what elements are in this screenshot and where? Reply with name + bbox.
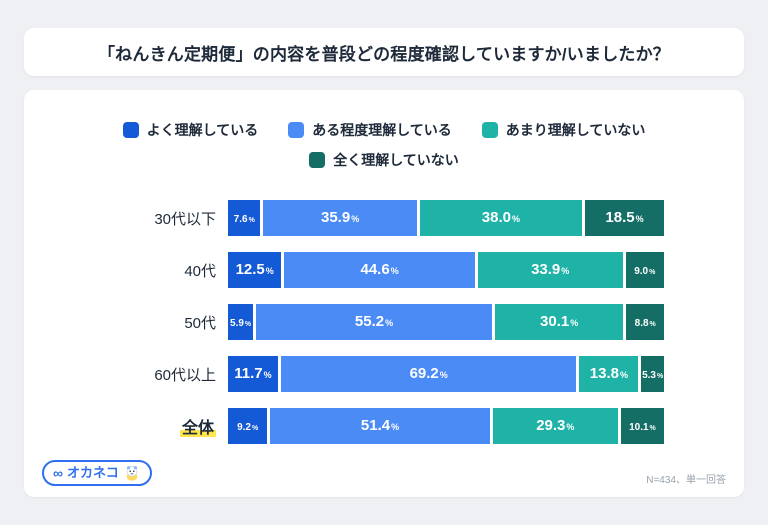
chart-card: よく理解している ある程度理解している あまり理解していない 全く理解していない 3… [24, 90, 744, 497]
sample-note: N=434、単一回答 [646, 475, 726, 486]
segment-value: 13.8% [589, 365, 628, 382]
segment-value: 7.6% [233, 214, 255, 225]
legend-label: あまり理解していない [505, 122, 646, 138]
legend-item: ある程度理解している [288, 120, 452, 140]
segment-value: 8.8% [634, 318, 656, 329]
segment-value: 51.4% [360, 417, 400, 434]
bar-segment: 11.7% [228, 356, 278, 392]
legend-swatch [481, 122, 498, 138]
bar-segment: 9.2% [228, 408, 268, 444]
title-card: 「ねんきん定期便」の内容を普段どの程度確認していますか/いましたか？ [24, 28, 744, 76]
stacked-bar: 9.2% 51.4% 29.3% 10.1% [228, 408, 664, 444]
segment-value: 9.0% [634, 266, 656, 277]
segment-value: 44.6% [360, 261, 399, 278]
legend-label: ある程度理解している [312, 122, 452, 138]
bar-segment: 12.5% [228, 252, 282, 288]
footer: ∞ オカネコ N=434、単一回答 [40, 460, 728, 488]
segment-value: 5.3% [642, 370, 664, 381]
chart-row: 40代 12.5% 44.6% 33.9% 9.0% [40, 252, 664, 288]
chart-row: 全体 9.2% 51.4% 29.3% 10.1% [40, 408, 664, 444]
bar-segment: 10.1% [620, 408, 664, 444]
legend-item: あまり理解していない [481, 120, 646, 140]
bar-segment: 69.2% [280, 356, 577, 392]
row-label: 50代 [184, 314, 216, 332]
brand-logo: ∞ オカネコ [42, 460, 152, 486]
row-label: 60代以上 [154, 366, 216, 384]
legend-row-2: 全く理解していない [40, 150, 728, 170]
legend-label: よく理解している [146, 122, 259, 138]
row-label: 40代 [184, 262, 216, 280]
chart-rows: 30代以下 7.6% 35.9% 38.0% 18.5% 40代 12.5% 44.6% 33.… [40, 200, 728, 460]
row-label: 30代以下 [154, 210, 216, 228]
segment-value: 11.7% [234, 365, 272, 382]
stacked-bar: 12.5% 44.6% 33.9% 9.0% [228, 252, 664, 288]
segment-value: 18.5% [605, 209, 644, 226]
bar-segment: 38.0% [419, 200, 583, 236]
legend-item: 全く理解していない [309, 150, 459, 170]
segment-value: 35.9% [320, 209, 360, 226]
bar-segment: 29.3% [492, 408, 618, 444]
row-label: 全体 [179, 420, 216, 437]
brand-name: オカネコ [66, 465, 119, 481]
segment-value: 12.5% [235, 261, 274, 278]
segment-value: 55.2% [354, 313, 394, 330]
legend-label: 全く理解していない [333, 152, 459, 168]
legend-swatch [288, 122, 305, 138]
bar-segment: 55.2% [256, 304, 492, 340]
bar-segment: 7.6% [228, 200, 261, 236]
bar-segment: 8.8% [626, 304, 664, 340]
segment-value: 10.1% [629, 422, 656, 433]
chart-row: 60代以上 11.7% 69.2% 13.8% 5.3% [40, 356, 664, 392]
chart-title: 「ねんきん定期便」の内容を普段どの程度確認していますか/いましたか？ [97, 44, 670, 64]
segment-value: 38.0% [481, 209, 520, 226]
segment-value: 29.3% [536, 417, 575, 434]
legend-item: よく理解している [122, 120, 259, 140]
segment-value: 5.9% [230, 318, 252, 329]
legend-swatch [122, 122, 139, 138]
segment-value: 30.1% [540, 313, 579, 330]
chart-row: 30代以下 7.6% 35.9% 38.0% 18.5% [40, 200, 665, 236]
bar-segment: 5.9% [228, 304, 254, 340]
chart-row: 50代 5.9% 55.2% 30.1% 8.8% [40, 304, 664, 340]
bar-segment: 30.1% [494, 304, 624, 340]
bar-segment: 35.9% [263, 200, 417, 236]
bar-segment: 5.3% [641, 356, 664, 392]
stacked-bar: 7.6% 35.9% 38.0% 18.5% [228, 200, 665, 236]
infinity-icon: ∞ [53, 464, 63, 481]
bar-segment: 51.4% [270, 408, 490, 444]
segment-value: 33.9% [531, 261, 570, 278]
legend-row-1: よく理解している ある程度理解している あまり理解していない [40, 120, 728, 140]
bar-segment: 44.6% [284, 252, 475, 288]
bar-segment: 18.5% [585, 200, 665, 236]
bar-segment: 9.0% [625, 252, 664, 288]
stacked-bar: 11.7% 69.2% 13.8% 5.3% [228, 356, 664, 392]
stacked-bar: 5.9% 55.2% 30.1% 8.8% [228, 304, 664, 340]
segment-value: 69.2% [409, 365, 448, 382]
legend: よく理解している ある程度理解している あまり理解していない 全く理解していない [40, 120, 728, 180]
bar-segment: 33.9% [477, 252, 623, 288]
segment-value: 9.2% [237, 422, 259, 433]
legend-swatch [309, 152, 326, 168]
mascot-icon [126, 465, 138, 481]
bar-segment: 13.8% [579, 356, 639, 392]
